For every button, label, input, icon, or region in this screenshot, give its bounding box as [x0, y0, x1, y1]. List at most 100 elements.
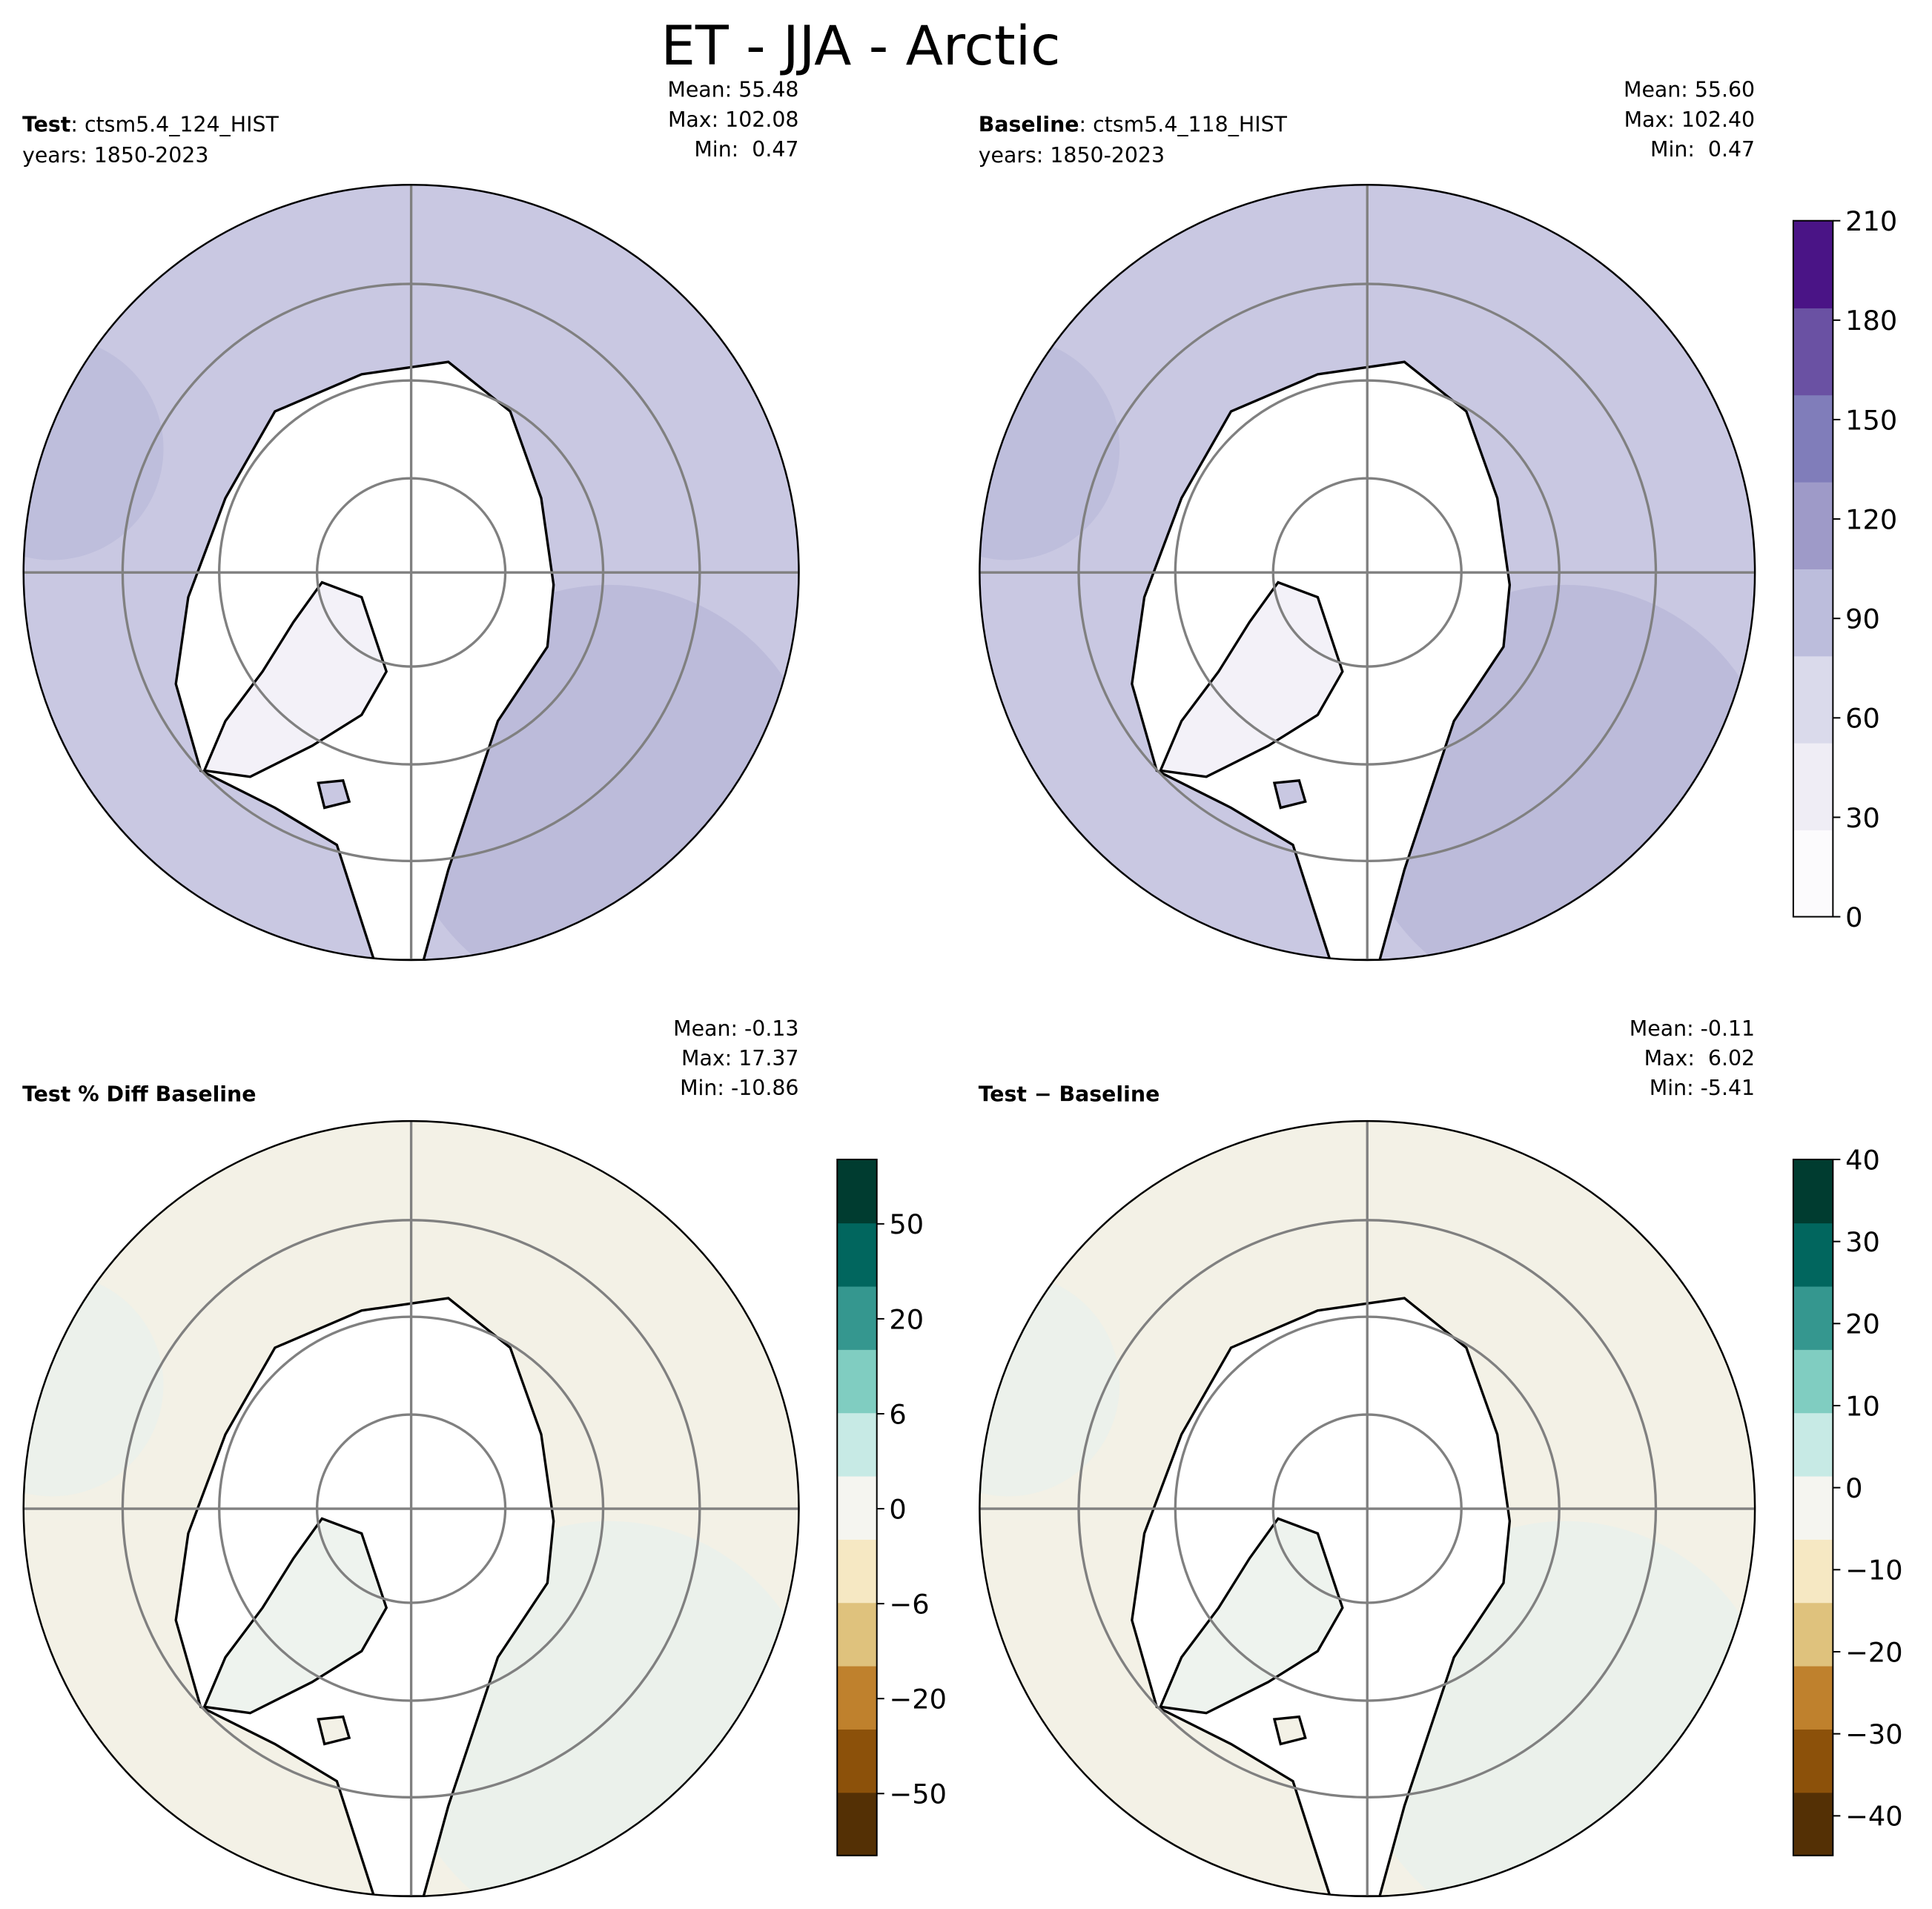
panel-header: Test: ctsm5.4_124_HIST [22, 112, 279, 136]
years: years: 1850-2023 [22, 143, 208, 168]
colorbar-frame [1792, 219, 1834, 918]
figure-title: ET - JJA - Arctic [661, 15, 1060, 78]
colorbar-band [1793, 1286, 1833, 1350]
iceland [1272, 778, 1307, 810]
colorbar-band [1793, 569, 1833, 657]
colorbar-band [1793, 742, 1833, 831]
case-name: : ctsm5.4_118_HIST [1079, 112, 1288, 136]
stat-mean: Mean: 55.48 [667, 78, 798, 102]
land-shade [979, 1273, 1120, 1497]
stat-max: Max: 17.37 [681, 1046, 798, 1071]
colorbar-band [837, 1349, 877, 1414]
colorbar-band [837, 1223, 877, 1287]
colorbar-band [837, 1792, 877, 1856]
panel-label: Test [22, 112, 70, 136]
colorbar-tick-label: 60 [1845, 703, 1880, 735]
stat-min: Min: 0.47 [1650, 137, 1755, 162]
colorbar-tick-label: 10 [1845, 1390, 1880, 1422]
colorbar-band [1793, 1539, 1833, 1604]
colorbar-tick-label: −6 [889, 1588, 929, 1620]
iceland [317, 1715, 351, 1746]
land-shade [23, 337, 164, 560]
colorbar-tick-label: 150 [1845, 404, 1897, 436]
stat-max: Max: 102.40 [1624, 107, 1756, 132]
colorbar-band [1793, 655, 1833, 744]
colorbar-tick-label: −50 [889, 1779, 947, 1810]
greenland [1158, 1517, 1344, 1715]
map-border [22, 1119, 800, 1898]
colorbar-band [1793, 830, 1833, 918]
case-name: : ctsm5.4_124_HIST [70, 112, 279, 136]
colorbar-band [1793, 1665, 1833, 1730]
colorbar-band [1793, 220, 1833, 308]
colorbar-tick-label: −20 [1845, 1636, 1903, 1668]
colorbar-tick-label: 20 [889, 1303, 924, 1335]
map [979, 185, 1756, 961]
colorbar-frame [1792, 1158, 1834, 1856]
colorbar-band [1793, 1475, 1833, 1540]
colorbar-tick-label: 20 [1845, 1308, 1880, 1340]
map [979, 1121, 1756, 1896]
colorbar-band [837, 1159, 877, 1224]
map-border [22, 184, 800, 962]
colorbar-tick-label: 180 [1845, 305, 1897, 337]
stat-min: Min: 0.47 [694, 137, 798, 162]
map-border [979, 1119, 1756, 1898]
colorbar-band [1793, 1412, 1833, 1477]
colorbar-band [1793, 1602, 1833, 1667]
colorbar-band [837, 1412, 877, 1477]
colorbar-band [1793, 1729, 1833, 1793]
stat-min: Min: -5.41 [1650, 1076, 1755, 1100]
panel-header: Test − Baseline [979, 1082, 1160, 1106]
land-shade [23, 1273, 164, 1497]
colorbar-tick-label: 210 [1845, 205, 1897, 237]
colorbar-tick-label: 90 [1845, 603, 1880, 635]
colorbar-tick-label: 30 [1845, 802, 1880, 834]
stat-mean: Mean: -0.13 [673, 1016, 798, 1041]
colorbar-band [837, 1729, 877, 1793]
greenland [202, 580, 388, 778]
colorbar-frame [836, 1158, 878, 1856]
stat-mean: Mean: 55.60 [1624, 78, 1755, 102]
colorbar-tick-label: 50 [889, 1208, 924, 1240]
map [23, 1121, 799, 1896]
stat-mean: Mean: -0.11 [1630, 1016, 1755, 1041]
stat-min: Min: -10.86 [680, 1076, 798, 1100]
colorbar-band [837, 1475, 877, 1540]
panel-label: Test % Diff Baseline [22, 1082, 256, 1106]
colorbar-band [837, 1286, 877, 1350]
iceland [1272, 1715, 1307, 1746]
iceland [317, 778, 351, 810]
colorbar-tick-label: −10 [1845, 1555, 1903, 1587]
colorbar-tick-label: −30 [1845, 1718, 1903, 1750]
panel-header: Baseline: ctsm5.4_118_HIST [979, 112, 1288, 136]
colorbar-band [837, 1539, 877, 1604]
colorbar-band [1793, 1792, 1833, 1856]
land-shade [979, 337, 1120, 560]
panel-label: Baseline [979, 112, 1079, 136]
colorbar-band [1793, 1223, 1833, 1287]
colorbar-band [837, 1602, 877, 1667]
years: years: 1850-2023 [979, 143, 1165, 168]
colorbar-tick-label: −20 [889, 1684, 947, 1716]
colorbar-tick-label: 0 [1845, 1472, 1862, 1504]
colorbar-band [1793, 1159, 1833, 1224]
colorbar-band [837, 1665, 877, 1730]
stat-max: Max: 102.08 [668, 107, 799, 132]
colorbar-tick-label: 40 [1845, 1144, 1880, 1176]
colorbar-band [1793, 1349, 1833, 1414]
map [23, 185, 799, 961]
panel-header: Test % Diff Baseline [22, 1082, 256, 1106]
colorbar-band [1793, 308, 1833, 396]
colorbar-tick-label: 30 [1845, 1226, 1880, 1258]
colorbar-tick-label: −40 [1845, 1801, 1903, 1833]
colorbar-tick-label: 120 [1845, 503, 1897, 535]
colorbar-band [1793, 481, 1833, 569]
colorbar-tick-label: 6 [889, 1398, 906, 1430]
greenland [1158, 580, 1344, 778]
colorbar-tick-label: 0 [1845, 901, 1862, 933]
panel-label: Test − Baseline [979, 1082, 1160, 1106]
stat-max: Max: 6.02 [1644, 1046, 1755, 1071]
map-border [979, 184, 1756, 962]
